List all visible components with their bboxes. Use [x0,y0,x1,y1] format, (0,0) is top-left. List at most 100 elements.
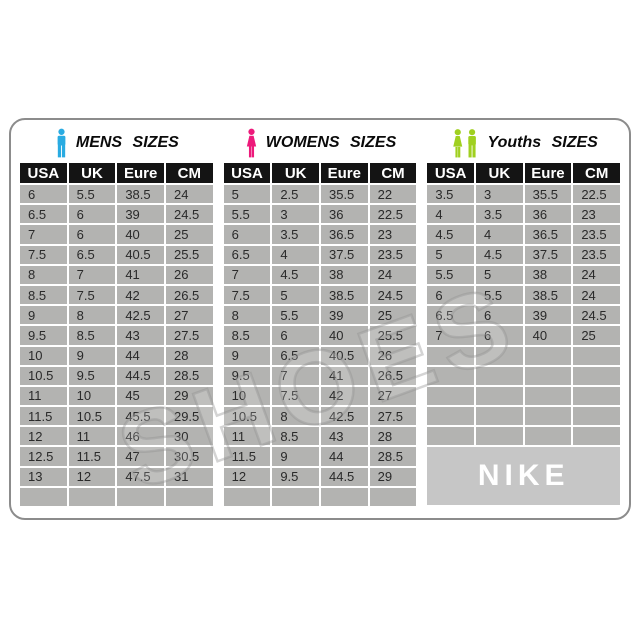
size-cell: 8 [68,306,116,325]
size-cell: 40 [117,225,164,244]
size-cell: 5.5 [68,185,116,204]
size-row: 8.5 7.5 42 26.5 [20,285,213,305]
size-cell: 10.5 [20,366,67,385]
size-cell: 6.5 [427,306,474,325]
size-cell: 7 [20,225,67,244]
size-cell: 40 [320,326,368,345]
size-cell: 11 [223,427,271,446]
size-cell: 5 [427,245,474,264]
size-cell: 42.5 [320,407,368,426]
size-cell: 44 [320,447,368,466]
size-chart-columns: MENS SIZES USA UK Eure CM 6 5.5 38.5 24 6.5 6 39 24… [18,125,623,508]
size-cell: 44.5 [117,366,164,385]
size-row: 11.5 9 44 28.5 [223,447,417,466]
size-cell: 42 [117,285,164,305]
size-cell: 3.5 [272,225,319,244]
size-cell: 46 [117,427,164,446]
children-figures-icon [450,128,481,159]
size-cell [524,407,572,426]
size-cell: 9.5 [272,467,319,486]
size-row: 4 3.5 36 23 [427,205,621,224]
size-cell: 45 [117,386,164,406]
size-cell: 11.5 [223,447,271,466]
size-chart-card: MENS SIZES USA UK Eure CM 6 5.5 38.5 24 6.5 6 39 24… [9,118,631,520]
size-row [427,386,621,406]
size-cell: 42 [320,386,368,406]
column-header: USA [20,163,67,183]
size-cell [573,346,621,365]
size-cell: 6 [223,225,271,244]
size-cell: 28 [165,346,213,365]
size-cell [524,346,572,365]
size-cell: 24 [573,265,621,284]
size-cell: 11.5 [68,447,116,466]
size-cell: 5.5 [272,306,319,325]
size-cell: 36 [320,205,368,224]
size-row: 7 6 40 25 [427,326,621,345]
size-cell: 6.5 [272,346,319,365]
size-cell: 10 [68,386,116,406]
size-cell: 38 [320,265,368,284]
size-row: 6 5.5 38.5 24 [20,185,213,204]
size-cell: 8 [223,306,271,325]
size-row: 10.5 8 42.5 27.5 [223,407,417,426]
size-cell: 7.5 [272,386,319,406]
size-row: 6.5 4 37.5 23.5 [223,245,417,264]
size-cell [573,366,621,385]
size-cell: 7 [223,265,271,284]
size-row: 10 9 44 28 [20,346,213,365]
size-cell [476,407,523,426]
size-cell: 6 [68,225,116,244]
size-cell: 31 [165,467,213,486]
size-cell: 3.5 [427,185,474,204]
size-cell: 6.5 [20,205,67,224]
column-header: USA [427,163,474,183]
size-row: 9.5 8.5 43 27.5 [20,326,213,345]
size-cell [476,366,523,385]
size-cell: 26 [165,265,213,284]
size-cell: 7 [272,366,319,385]
size-cell: 5 [223,185,271,204]
size-cell: 27 [165,306,213,325]
size-cell: 3.5 [476,205,523,224]
size-cell: 7.5 [68,285,116,305]
mens-section: MENS SIZES USA UK Eure CM 6 5.5 38.5 24 6.5 6 39 24… [18,125,215,508]
column-header: UK [272,163,319,183]
size-cell: 40.5 [117,245,164,264]
nike-logo-block: NIKE [427,447,621,506]
column-header: Eure [524,163,572,183]
size-cell: 24.5 [573,306,621,325]
size-cell: 44.5 [320,467,368,486]
column-header: Eure [320,163,368,183]
size-row: 8 5.5 39 25 [223,306,417,325]
size-cell: 28.5 [165,366,213,385]
size-row: 8 7 41 26 [20,265,213,284]
size-cell: 9.5 [223,366,271,385]
size-cell [573,407,621,426]
size-cell [223,487,271,506]
size-row: 12.5 11.5 47 30.5 [20,447,213,466]
size-cell: 6.5 [68,245,116,264]
female-figure-icon [244,128,259,159]
size-row [427,407,621,426]
size-cell: 37.5 [320,245,368,264]
size-cell: 36.5 [320,225,368,244]
size-cell: 28 [369,427,417,446]
size-cell: 9.5 [20,326,67,345]
size-cell: 43 [117,326,164,345]
size-cell: 7 [427,326,474,345]
size-cell: 7 [68,265,116,284]
size-cell: 27 [369,386,417,406]
size-cell: 22.5 [369,205,417,224]
size-cell: 22.5 [573,185,621,204]
size-cell: 3 [476,185,523,204]
size-cell: 24.5 [369,285,417,305]
size-cell: 35.5 [524,185,572,204]
size-cell: 5.5 [223,205,271,224]
column-header: Eure [117,163,164,183]
size-cell: 8.5 [272,427,319,446]
size-row [427,366,621,385]
size-cell [68,487,116,506]
size-cell: 39 [320,306,368,325]
size-row: 9 8 42.5 27 [20,306,213,325]
